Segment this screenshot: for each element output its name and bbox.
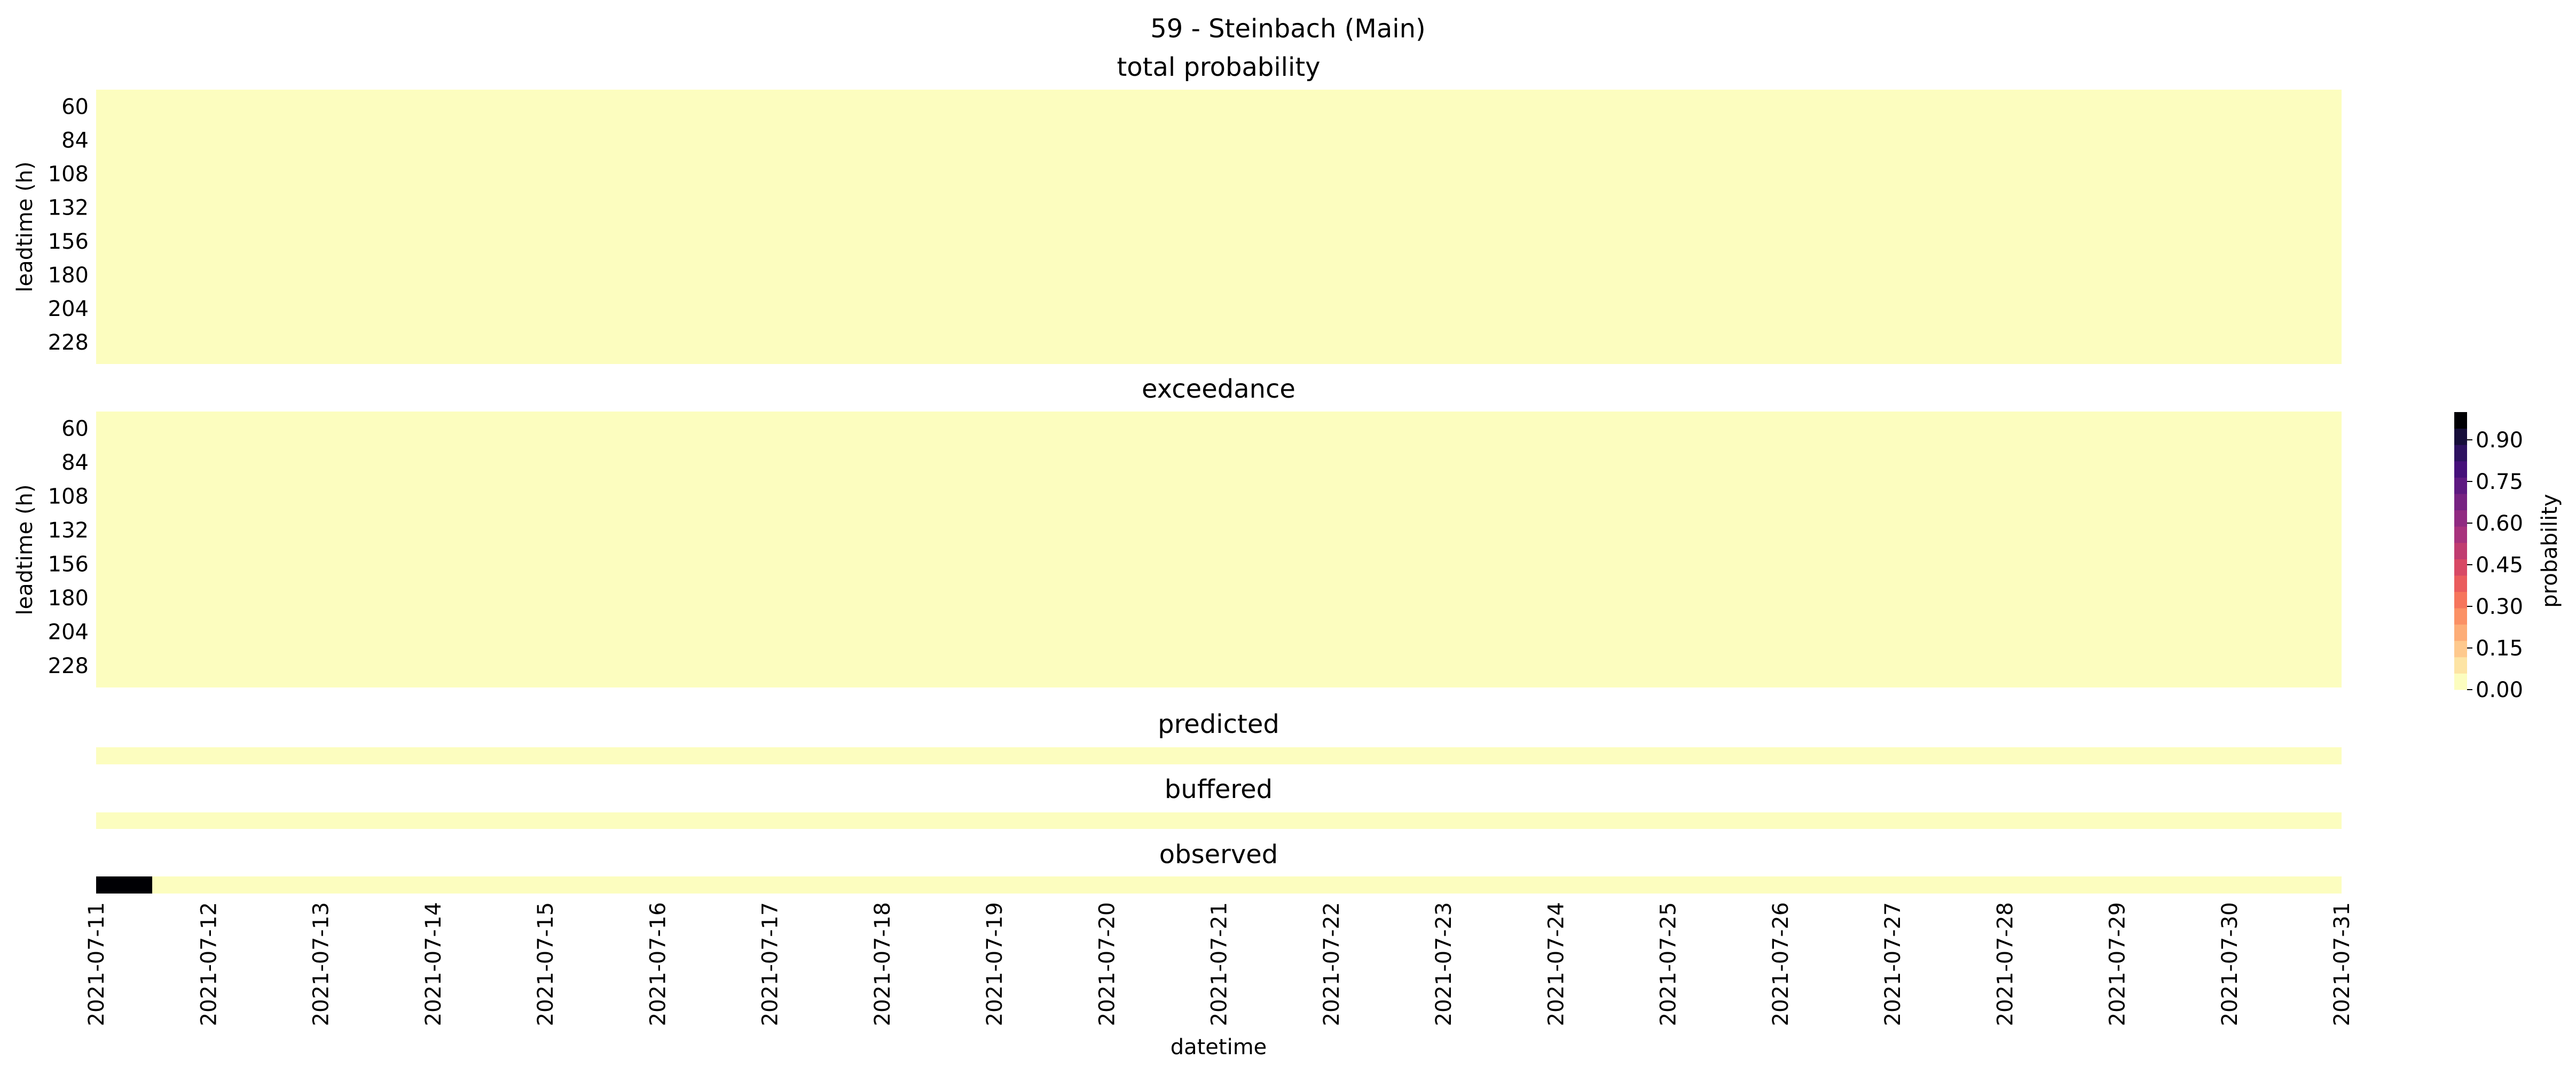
y-axis-label-total-probability: leadtime (h) <box>13 161 37 292</box>
y-axis-label-exceedance: leadtime (h) <box>13 484 37 615</box>
heatmap-cell <box>96 90 2342 364</box>
y-tick-label: 204 <box>48 620 89 644</box>
y-ticks-total-probability: 60 84 108 132 156 180 204 228 <box>48 95 89 355</box>
panel-buffered: buffered <box>96 774 2342 829</box>
colorbar-tick-label: 0.75 <box>2476 470 2523 494</box>
colorbar-tick-label: 0.30 <box>2476 595 2523 619</box>
panel-cells-exceedance <box>96 412 2342 687</box>
x-tick-label: 2021-07-20 <box>1095 902 1119 1026</box>
x-tick-label: 2021-07-21 <box>1207 902 1232 1026</box>
x-tick-label: 2021-07-24 <box>1544 902 1568 1026</box>
colorbar-band <box>2454 428 2467 445</box>
panel-observed: observed <box>96 840 2342 894</box>
x-tick-label: 2021-07-14 <box>421 902 446 1026</box>
colorbar-band <box>2454 673 2467 690</box>
heatmap-cell <box>96 812 2342 829</box>
colorbar-band <box>2454 641 2467 658</box>
x-tick-label: 2021-07-25 <box>1656 902 1681 1026</box>
y-tick-label: 108 <box>48 162 89 187</box>
colorbar-band <box>2454 461 2467 478</box>
panel-title-predicted: predicted <box>1158 709 1279 739</box>
colorbar-tick-label: 0.00 <box>2476 678 2523 702</box>
panel-predicted: predicted <box>96 709 2342 764</box>
y-tick-label: 132 <box>48 518 89 543</box>
heatmap-cell <box>96 876 153 894</box>
x-tick-label: 2021-07-27 <box>1881 902 1905 1026</box>
y-tick-label: 84 <box>61 129 89 153</box>
x-tick-label: 2021-07-17 <box>758 902 783 1026</box>
x-tick-label: 2021-07-11 <box>84 902 109 1026</box>
colorbar-band <box>2454 493 2467 511</box>
x-tick-label: 2021-07-15 <box>533 902 558 1026</box>
colorbar-label: probability <box>2538 494 2562 607</box>
x-tick-label: 2021-07-18 <box>870 902 895 1026</box>
chart-title: 59 - Steinbach (Main) <box>1150 14 1425 44</box>
y-tick-label: 228 <box>48 654 89 678</box>
colorbar-band <box>2454 477 2467 494</box>
x-tick-label: 2021-07-31 <box>2330 902 2354 1026</box>
y-tick-label: 60 <box>61 95 89 120</box>
x-tick-label: 2021-07-13 <box>309 902 334 1026</box>
y-tick-label: 156 <box>48 230 89 254</box>
y-tick-label: 108 <box>48 485 89 509</box>
x-ticks: 2021-07-11 2021-07-12 2021-07-13 2021-07-14… <box>84 902 2354 1026</box>
panel-exceedance: exceedance 60 84 108 132 156 180 204 228 leadti… <box>13 374 2342 687</box>
panel-title-total-probability: total probability <box>1117 52 1320 82</box>
y-tick-label: 156 <box>48 552 89 576</box>
panel-cells-total-probability <box>96 90 2342 364</box>
y-tick-label: 60 <box>61 417 89 441</box>
heatmap-cell <box>96 747 2342 764</box>
heatmap-cell <box>96 412 2342 687</box>
heatmap-cell <box>152 876 2342 894</box>
colorbar-band <box>2454 542 2467 559</box>
y-tick-label: 132 <box>48 196 89 220</box>
colorbar-band <box>2454 510 2467 527</box>
panel-title-buffered: buffered <box>1165 774 1273 804</box>
colorbar-band <box>2454 526 2467 543</box>
panel-cells-buffered <box>96 812 2342 829</box>
x-axis-label: datetime <box>1171 1035 1267 1060</box>
x-tick-label: 2021-07-29 <box>2106 902 2130 1026</box>
x-tick-label: 2021-07-16 <box>646 902 670 1026</box>
x-tick-label: 2021-07-30 <box>2218 902 2242 1026</box>
y-tick-label: 228 <box>48 330 89 355</box>
x-tick-label: 2021-07-28 <box>1993 902 2017 1026</box>
colorbar-band <box>2454 657 2467 674</box>
colorbar-band <box>2454 624 2467 641</box>
panel-cells-observed <box>96 876 2342 894</box>
panel-cells-predicted <box>96 747 2342 764</box>
x-tick-label: 2021-07-19 <box>983 902 1007 1026</box>
panel-total-probability: total probability 60 84 108 132 156 180 204 228… <box>13 52 2342 364</box>
colorbar-band <box>2454 559 2467 576</box>
colorbar-ticks: 0.00 0.15 0.30 0.45 0.60 0.75 0.90 <box>2467 428 2523 702</box>
colorbar-tick-label: 0.60 <box>2476 511 2523 536</box>
y-tick-label: 84 <box>61 450 89 475</box>
colorbar-tick-label: 0.90 <box>2476 428 2523 453</box>
y-tick-label: 180 <box>48 586 89 611</box>
x-tick-label: 2021-07-12 <box>197 902 221 1026</box>
colorbar-band <box>2454 575 2467 592</box>
y-tick-label: 180 <box>48 263 89 288</box>
y-tick-label: 204 <box>48 297 89 321</box>
colorbar: 0.00 0.15 0.30 0.45 0.60 0.75 0.90 probability <box>2454 412 2562 702</box>
colorbar-band <box>2454 591 2467 608</box>
colorbar-tick-label: 0.45 <box>2476 553 2523 578</box>
y-ticks-exceedance: 60 84 108 132 156 180 204 228 <box>48 417 89 678</box>
colorbar-band <box>2454 608 2467 625</box>
x-tick-label: 2021-07-26 <box>1769 902 1793 1026</box>
panel-title-exceedance: exceedance <box>1142 374 1295 404</box>
colorbar-band <box>2454 445 2467 462</box>
panel-title-observed: observed <box>1159 840 1278 870</box>
colorbar-tick-label: 0.15 <box>2476 636 2523 661</box>
x-tick-label: 2021-07-22 <box>1320 902 1344 1026</box>
colorbar-levels <box>2454 412 2467 690</box>
colorbar-band <box>2454 412 2467 429</box>
x-tick-label: 2021-07-23 <box>1432 902 1456 1026</box>
